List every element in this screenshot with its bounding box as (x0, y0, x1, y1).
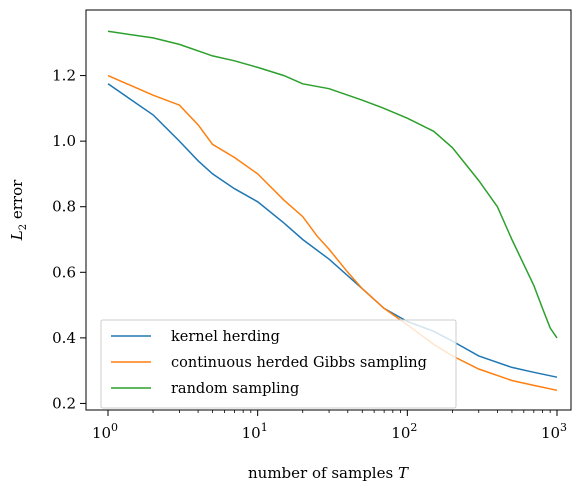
y-tick-label: 1.0 (52, 132, 76, 150)
y-tick-label: 0.8 (52, 198, 76, 216)
legend: kernel herding continuous herded Gibbs sa… (100, 319, 457, 409)
y-tick-label: 0.6 (52, 263, 76, 281)
x-axis-ticks: 100 101 102 103 (92, 410, 567, 442)
x-tick-label: 102 (391, 421, 417, 442)
series-line-2 (107, 30, 558, 339)
y-tick-label: 0.4 (52, 329, 76, 347)
series-line-1 (107, 74, 558, 392)
series-layer (107, 30, 558, 392)
legend-label-0: kernel herding (171, 329, 280, 345)
legend-box (100, 319, 457, 409)
series-line-0 (107, 83, 558, 378)
x-axis-label: number of samples T (248, 464, 409, 482)
legend-label-1: continuous herded Gibbs sampling (171, 355, 427, 371)
y-axis-ticks: 0.2 0.4 0.6 0.8 1.0 1.2 (52, 67, 86, 412)
y-tick-label: 1.2 (52, 67, 76, 85)
y-axis-label: L2 error (8, 179, 29, 241)
x-tick-label: 103 (541, 421, 567, 442)
x-tick-label: 100 (92, 421, 118, 442)
legend-label-2: random sampling (171, 381, 299, 397)
x-tick-label: 101 (242, 421, 268, 442)
y-tick-label: 0.2 (52, 394, 76, 412)
